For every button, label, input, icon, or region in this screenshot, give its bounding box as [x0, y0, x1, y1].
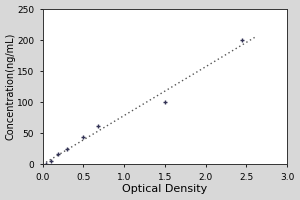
Y-axis label: Concentration(ng/mL): Concentration(ng/mL)	[6, 33, 16, 140]
X-axis label: Optical Density: Optical Density	[122, 184, 208, 194]
